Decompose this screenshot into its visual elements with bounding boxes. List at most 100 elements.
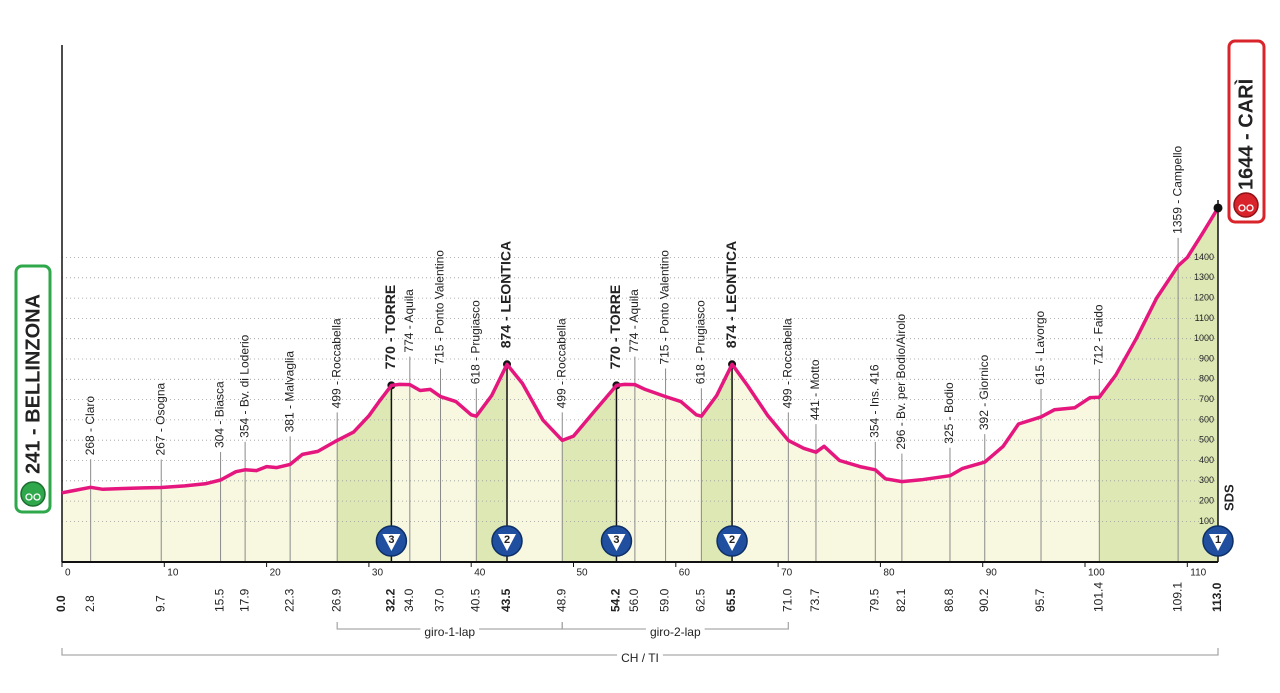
finish-dot: [1213, 203, 1223, 213]
km-label: 101.4: [1092, 582, 1106, 612]
y-tick-label: 700: [1199, 394, 1214, 404]
km-label: 59.0: [658, 588, 672, 612]
climb-category: 2: [504, 534, 510, 546]
y-tick-label: 600: [1199, 414, 1214, 424]
waypoint-label: 268 - Claro: [83, 396, 97, 456]
km-label: 56.0: [627, 588, 641, 612]
start-box: [14, 264, 52, 514]
x-tick-label: 70: [781, 568, 793, 579]
km-label: 37.0: [433, 588, 447, 612]
x-tick-label: 30: [372, 568, 384, 579]
km-label: 73.7: [808, 588, 822, 612]
start-label: 241 - BELLINZONA: [22, 294, 44, 474]
x-tick-label: 60: [679, 568, 691, 579]
start-icon: [20, 481, 46, 507]
km-label: 86.8: [942, 588, 956, 612]
finish-icon-wheel: [1246, 204, 1254, 212]
y-tick-label: 1100: [1195, 313, 1214, 323]
waypoint-label: 774 - Aquila: [627, 289, 641, 353]
km-label: 26.9: [329, 588, 343, 612]
bracket-label: giro-2-lap: [650, 625, 701, 639]
waypoint-label: 618 - Prugiasco: [694, 300, 708, 384]
y-tick-label: 300: [1199, 475, 1214, 485]
waypoint-label: 392 - Giornico: [977, 354, 991, 430]
km-label: 48.9: [554, 588, 568, 612]
y-tick-label: 100: [1199, 516, 1214, 526]
km-label: 32.2: [384, 588, 398, 612]
waypoint-label: 354 - Ins. 416: [867, 364, 881, 438]
climb-category: 3: [613, 534, 619, 546]
bracket-label-bg: [645, 626, 705, 640]
km-label: 65.5: [724, 588, 738, 612]
km-label: 43.5: [499, 588, 513, 612]
x-tick-label: 0: [65, 568, 71, 579]
km-label: 79.5: [867, 588, 881, 612]
climb-icon-triangle: [498, 534, 517, 551]
km-label: 22.3: [282, 588, 296, 612]
y-tick-label: 800: [1199, 374, 1214, 384]
x-tick-label: 110: [1190, 568, 1206, 579]
km-label: 0.0: [54, 595, 68, 612]
climb-icon-triangle: [382, 534, 401, 551]
waypoint-label: 715 - Ponto Valentino: [658, 250, 672, 365]
waypoint-label: 715 - Ponto Valentino: [433, 250, 447, 365]
y-tick-label: 900: [1199, 353, 1214, 363]
climb-icon-triangle: [723, 534, 742, 551]
finish-box: [1227, 39, 1266, 224]
climb-segment: [1099, 208, 1218, 562]
waypoint-label: 874 - LEONTICA: [723, 241, 739, 348]
bracket-label: giro-1-lap: [424, 625, 475, 639]
km-label: 54.2: [609, 588, 623, 612]
y-tick-label: 1200: [1194, 292, 1214, 302]
climb-category: 3: [388, 534, 394, 546]
waypoint-label: 441 - Motto: [808, 359, 822, 420]
waypoint-label: 499 - Roccabella: [329, 318, 343, 408]
finish-icon-wheel: [1238, 204, 1246, 212]
km-label: 82.1: [894, 588, 908, 612]
waypoint-label: 874 - LEONTICA: [498, 241, 514, 348]
km-label: 15.5: [213, 588, 227, 612]
waypoint-label: 325 - Bodio: [942, 382, 956, 444]
km-label: 95.7: [1033, 588, 1047, 612]
bracket-label: CH / TI: [621, 651, 659, 665]
waypoint-label: 770 - TORRE: [382, 285, 398, 370]
waypoint-label: 770 - TORRE: [607, 285, 623, 370]
y-tick-label: 500: [1199, 435, 1214, 445]
x-tick-label: 50: [577, 568, 589, 579]
km-label: 90.2: [977, 588, 991, 612]
km-label: 71.0: [781, 588, 795, 612]
waypoint-label: 615 - Lavorgo: [1033, 310, 1047, 384]
finish-label: 1644 - CARÌ: [1234, 79, 1257, 190]
waypoint-label: 499 - Roccabella: [554, 318, 568, 408]
x-tick-label: 90: [986, 568, 998, 579]
km-label: 2.8: [83, 595, 97, 612]
sponsor: SDS: [1221, 484, 1236, 511]
waypoint-label: 1359 - Campello: [1170, 145, 1184, 233]
climb-category: 2: [729, 534, 735, 546]
km-label: 17.9: [237, 588, 251, 612]
waypoint-label: 712 - Faido: [1092, 304, 1106, 365]
waypoint-label: 381 - Malvaglia: [282, 351, 296, 433]
waypoint-label: 499 - Roccabella: [781, 318, 795, 408]
climb-icon-triangle: [1209, 534, 1227, 551]
km-label: 40.5: [468, 588, 482, 612]
climb-icon-triangle: [607, 534, 626, 551]
climb-category: 1: [1215, 534, 1221, 546]
bracket-label-bg: [617, 652, 663, 666]
km-label: 34.0: [402, 588, 416, 612]
x-tick-label: 100: [1088, 568, 1105, 579]
km-label: 109.1: [1170, 582, 1184, 612]
waypoint-label: 618 - Prugiasco: [468, 300, 482, 384]
km-label: 62.5: [694, 588, 708, 612]
profile-line: [61, 207, 1220, 495]
waypoint-label: 304 - Biasca: [213, 381, 227, 448]
waypoint-label: 267 - Osogna: [153, 382, 167, 455]
x-tick-label: 20: [270, 568, 282, 579]
y-tick-label: 1300: [1194, 272, 1214, 282]
km-label: 9.7: [153, 595, 167, 612]
y-tick-label: 200: [1199, 495, 1214, 505]
waypoint-label: 774 - Aquila: [402, 289, 416, 353]
waypoint-label: 354 - Bv. di Loderio: [237, 334, 251, 437]
